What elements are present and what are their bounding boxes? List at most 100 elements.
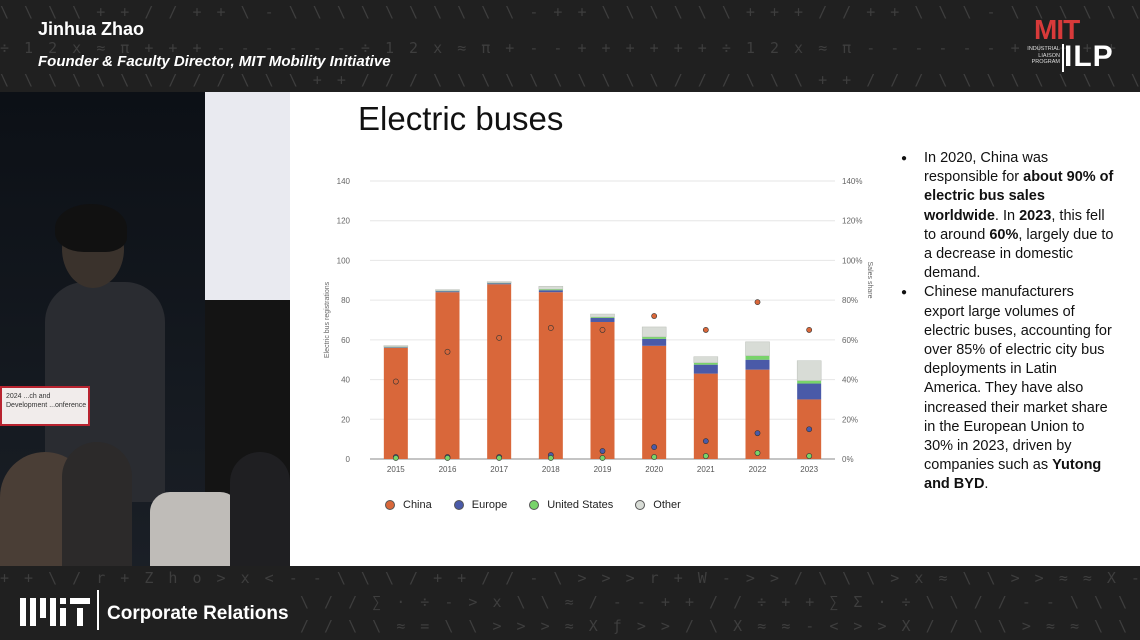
- bar-segment-europe: [745, 359, 770, 370]
- bullet-text: .: [984, 476, 989, 493]
- share-point: [754, 450, 761, 456]
- slide-title: Electric buses: [358, 100, 564, 137]
- share-point: [806, 327, 813, 333]
- y2-tick-label: 100%: [842, 256, 862, 265]
- share-point: [651, 313, 658, 319]
- speaker-name: Jinhua Zhao: [38, 19, 145, 39]
- audience-member: [62, 442, 132, 566]
- bar-segment-other: [435, 289, 460, 291]
- bar-segment-china: [745, 369, 770, 459]
- bullet-text: In 2020, China was responsible for: [924, 150, 1049, 186]
- bar-segment-europe: [693, 364, 718, 374]
- share-point: [702, 438, 709, 445]
- share-point: [702, 327, 709, 333]
- share-point: [444, 455, 451, 461]
- electric-bus-chart: 0 0% 20 20% 40 40% 60 60% 80 80% 100 100% 120 120% 140…: [324, 177, 873, 474]
- bar-segment-europe: [797, 383, 822, 400]
- share-point: [599, 327, 606, 333]
- bar-segment-united-states: [797, 380, 822, 384]
- projection-screen: [205, 92, 290, 300]
- pattern-decoration: \ \ \ \ \ \ \ / / / \ \ \ + + / / / \ \ …: [0, 71, 1140, 89]
- bar-segment-united-states: [642, 336, 667, 339]
- y2-tick-label: 0%: [842, 455, 854, 464]
- x-tick-label: 2021: [697, 465, 715, 474]
- bullet-text: Yutong and BYD: [924, 457, 1102, 493]
- legend-label: China: [403, 499, 432, 511]
- legend-label: Europe: [471, 499, 508, 511]
- y-axis-label: Electric bus registrations: [324, 281, 331, 358]
- podium-sign-text: 2024 ...ch and Development ...onference: [6, 393, 87, 409]
- bar-segment-other: [641, 326, 667, 338]
- bullet-text: 60%: [989, 226, 1019, 243]
- bar-segment-other: [538, 285, 564, 290]
- presentation-slide: Electric buses 0 0% 20 20% 40 40% 60 60% 80 80% 10…: [290, 92, 1140, 566]
- bullet-item: ● Chinese manufacturers export large volu…: [897, 283, 1117, 494]
- share-point: [806, 453, 813, 459]
- y2-tick-label: 120%: [842, 217, 862, 226]
- bar-segment-europe: [435, 291, 460, 293]
- x-tick-label: 2022: [749, 465, 767, 474]
- bar-segment-europe: [590, 318, 615, 322]
- audience-member: [230, 452, 290, 566]
- bar-segment-united-states: [435, 290, 460, 292]
- y-tick-label: 60: [341, 336, 350, 345]
- podium-sign: 2024 ...ch and Development ...onference: [0, 386, 90, 426]
- speaker-title: Founder & Faculty Director, MIT Mobility…: [38, 53, 391, 70]
- bar-segment-china: [487, 284, 512, 459]
- bar-segment-europe: [642, 338, 667, 346]
- mit-logo-icon: [20, 598, 90, 626]
- corporate-relations-label: Corporate Relations: [107, 603, 289, 624]
- top-banner: \ \ \ \ + + / / + + \ - \ \ \ \ \ \ \ \ …: [0, 0, 1140, 92]
- footer-divider: [97, 590, 99, 630]
- y-tick-label: 140: [337, 177, 351, 186]
- bar-segment-other: [486, 281, 512, 283]
- bullet-text: 2023: [1019, 207, 1052, 224]
- logo-divider: [1062, 44, 1064, 72]
- pattern-decoration: \ / / ∑ · ÷ - > x \ \ ≈ / - - + + / / ÷ …: [300, 593, 1140, 611]
- bar-segment-united-states: [590, 317, 615, 319]
- x-tick-label: 2020: [645, 465, 663, 474]
- y-tick-label: 0: [346, 455, 351, 464]
- share-point: [547, 325, 554, 331]
- share-point: [496, 455, 503, 461]
- share-point: [754, 430, 761, 437]
- legend-item: China: [385, 499, 432, 511]
- bar-segment-china: [590, 321, 615, 459]
- bullet-dot-icon: ●: [901, 153, 908, 164]
- bar-segment-united-states: [538, 289, 563, 291]
- bullet-text: . In: [994, 207, 1020, 224]
- y-tick-label: 40: [341, 376, 350, 385]
- pattern-decoration: + + \ / r + Z h o > x < - - \ \ \ / + + …: [0, 569, 1140, 587]
- bullet-text: about 90% of electric bus sales worldwid…: [924, 169, 1114, 224]
- legend-swatch: [635, 500, 646, 510]
- pattern-decoration: \ \ \ \ + + / / + + \ - \ \ \ \ \ \ \ \ …: [0, 3, 1140, 21]
- x-tick-label: 2015: [387, 465, 405, 474]
- share-point: [496, 334, 503, 341]
- share-point: [599, 448, 606, 454]
- y2-tick-label: 60%: [842, 336, 858, 345]
- legend-item: Other: [635, 499, 681, 511]
- share-point: [547, 455, 554, 461]
- y-tick-label: 100: [337, 256, 351, 265]
- y-tick-label: 120: [337, 217, 351, 226]
- bullet-item: ● In 2020, China was responsible for abou…: [897, 149, 1117, 283]
- x-tick-label: 2016: [439, 465, 457, 474]
- bar-segment-other: [383, 345, 409, 347]
- pattern-decoration: / / \ \ ≈ = \ \ > > > ≈ X ƒ > > / \ X ≈ …: [300, 617, 1140, 635]
- share-point: [651, 454, 658, 460]
- share-point: [392, 378, 399, 385]
- legend-label: United States: [547, 499, 614, 511]
- x-tick-label: 2019: [594, 465, 612, 474]
- y-tick-label: 80: [341, 296, 350, 305]
- x-tick-label: 2023: [800, 465, 818, 474]
- y2-tick-label: 40%: [842, 376, 858, 385]
- legend-item: Europe: [453, 499, 508, 511]
- share-point: [754, 299, 761, 306]
- bar-segment-china: [383, 347, 408, 459]
- pattern-decoration: ÷ 1 2 x ≈ π + + + - - - - - - ÷ 1 2 x ≈ …: [0, 39, 1119, 57]
- bar-segment-china: [435, 292, 460, 459]
- share-point: [651, 444, 658, 450]
- audience-member: [150, 492, 240, 566]
- bullet-text: Chinese manufacturers export large volum…: [924, 284, 1112, 474]
- ilp-program-text: INDUSTRIAL LIAISON PROGRAM: [1027, 46, 1060, 65]
